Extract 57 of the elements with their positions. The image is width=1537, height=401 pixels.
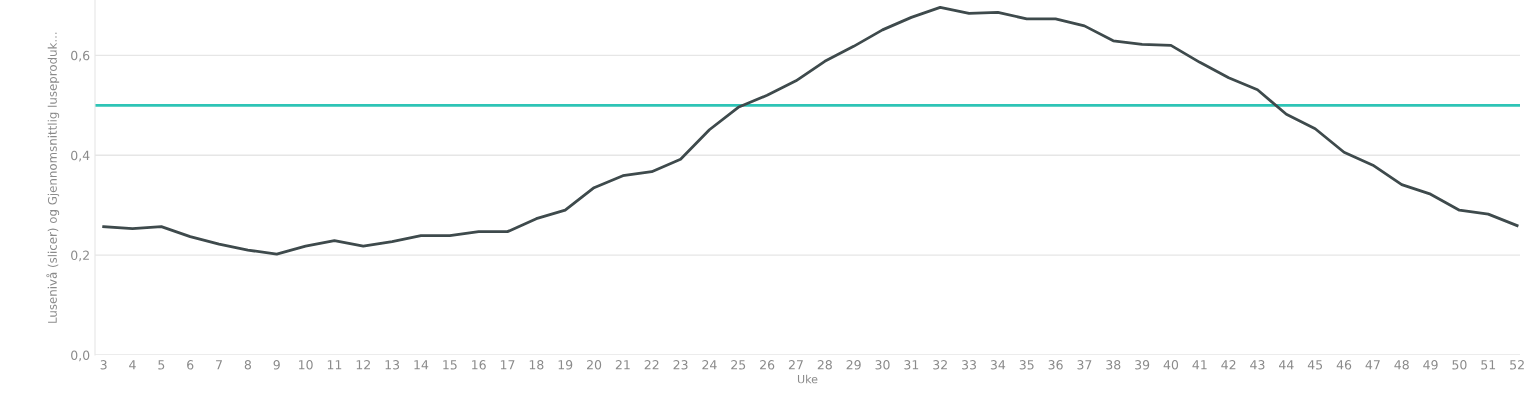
x-tick-label: 45 (1307, 360, 1323, 370)
x-tick-label: 7 (216, 360, 222, 370)
x-tick-label: 47 (1365, 360, 1380, 370)
x-tick-label: 35 (1019, 360, 1034, 370)
x-tick-label: 46 (1336, 360, 1352, 370)
x-tick-label: 10 (299, 360, 313, 370)
x-tick-label: 21 (615, 360, 630, 370)
x-tick-label: 31 (904, 360, 919, 370)
x-tick-label: 50 (1452, 360, 1467, 370)
x-tick-label: 19 (558, 360, 573, 370)
x-axis-title: Uke (797, 374, 818, 384)
x-tick-label: 52 (1510, 360, 1524, 370)
y-tick-label: 0,2 (71, 250, 89, 262)
x-tick-label: 6 (187, 360, 194, 370)
x-tick-label: 24 (702, 360, 717, 370)
x-tick-label: 29 (846, 360, 861, 370)
x-tick-label: 37 (1077, 360, 1092, 370)
x-tick-label: 36 (1048, 360, 1063, 370)
x-tick-label: 20 (587, 360, 602, 370)
x-tick-label: 39 (1135, 360, 1150, 370)
x-tick-label: 13 (385, 360, 400, 370)
x-tick-label: 17 (500, 360, 515, 370)
x-tick-label: 26 (760, 360, 775, 370)
x-tick-label: 16 (472, 360, 486, 370)
x-tick-label: 3 (100, 360, 107, 370)
x-tick-label: 41 (1192, 360, 1207, 370)
x-tick-label: 15 (443, 360, 457, 370)
x-tick-label: 32 (933, 360, 947, 370)
y-axis-title: Lusenivå (slicer) og Gjennomsnittlig luseproduk... (46, 32, 60, 323)
x-tick-label: 9 (273, 360, 280, 370)
x-tick-label: 14 (414, 360, 429, 370)
x-tick-label: 22 (644, 360, 659, 370)
x-tick-label: 30 (875, 360, 890, 370)
x-tick-label: 38 (1106, 360, 1121, 370)
x-tick-label: 12 (356, 360, 370, 370)
line-series (102, 6, 1519, 256)
x-tick-label: 28 (817, 360, 832, 370)
x-tick-label: 4 (129, 360, 136, 370)
x-tick-label: 49 (1423, 360, 1438, 370)
x-tick-label: 23 (673, 360, 688, 370)
x-tick-label: 43 (1250, 360, 1265, 370)
x-tick-label: 44 (1279, 360, 1294, 370)
y-tick-label: 0,0 (71, 350, 90, 362)
x-tick-label: 27 (788, 360, 803, 370)
x-tick-label: 5 (158, 360, 165, 370)
y-tick-label: 0,4 (71, 150, 90, 162)
x-tick-label: 40 (1163, 360, 1179, 370)
x-tick-label: 33 (962, 360, 976, 370)
y-tick-label: 0,6 (71, 50, 90, 62)
x-tick-label: 48 (1394, 360, 1409, 370)
x-tick-label: 8 (244, 360, 252, 370)
x-tick-label: 34 (990, 360, 1006, 370)
x-tick-label: 25 (731, 360, 746, 370)
x-tick-label: 51 (1481, 360, 1496, 370)
x-tick-label: 11 (327, 360, 342, 370)
x-tick-label: 18 (529, 360, 544, 370)
x-tick-label: 42 (1221, 360, 1236, 370)
